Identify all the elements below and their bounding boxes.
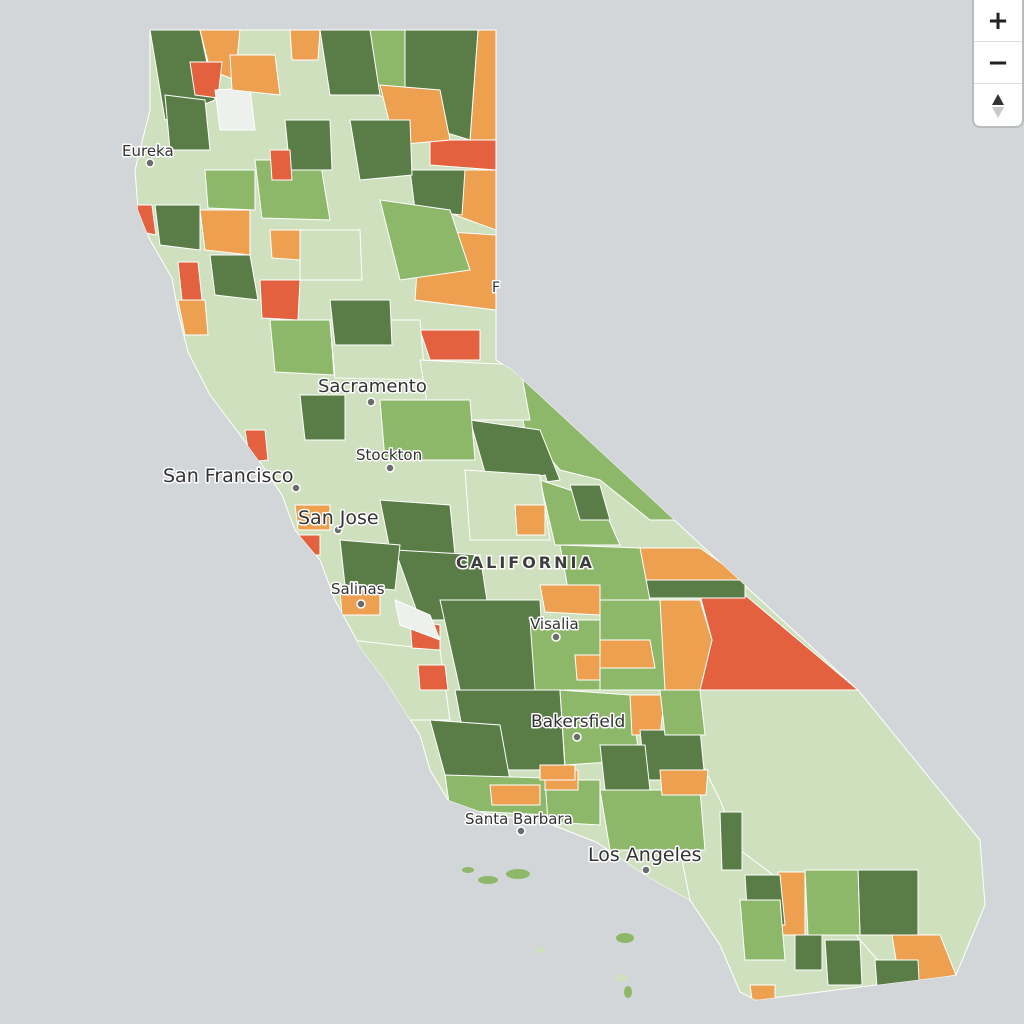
state-label: CALIFORNIA — [456, 553, 595, 572]
region-kern-dark-3[interactable] — [599, 744, 651, 791]
compass-south-icon — [992, 106, 1004, 118]
region-sandiego-dark[interactable] — [824, 939, 863, 986]
city-dot-los-angeles[interactable] — [641, 865, 651, 875]
zoom-out-button[interactable]: − — [974, 42, 1022, 84]
region-yolo-green[interactable] — [269, 319, 335, 376]
city-dot-san-francisco[interactable] — [291, 483, 301, 493]
region-mendocino-orange[interactable] — [199, 209, 251, 256]
region-plumas-red[interactable] — [419, 329, 481, 361]
region-northcentral-orange[interactable] — [269, 229, 301, 261]
region-sandiego-dark-3[interactable] — [794, 934, 823, 971]
city-dot-eureka[interactable] — [145, 158, 155, 168]
region-ventura-green[interactable] — [544, 779, 601, 826]
region-visalia-orange[interactable] — [574, 654, 601, 681]
city-dot-santa-barbara[interactable] — [516, 826, 526, 836]
compass-north-icon — [992, 93, 1004, 105]
region-shasta-dark[interactable] — [319, 30, 381, 96]
city-dot-san-jose[interactable] — [333, 525, 343, 535]
region-valley-orange[interactable] — [514, 504, 546, 536]
city-label-visalia[interactable]: Visalia — [529, 614, 581, 635]
region-la-dark[interactable] — [719, 811, 743, 871]
region-nw-orange-2[interactable] — [229, 54, 281, 96]
region-sandiego-dark-2[interactable] — [874, 959, 921, 1000]
region-marin-red[interactable] — [244, 429, 269, 463]
region-sonoma-red[interactable] — [259, 279, 301, 321]
region-mendocino-dark[interactable] — [154, 204, 201, 251]
city-dot-salinas[interactable] — [356, 599, 366, 609]
region-coast-red-2[interactable] — [177, 261, 203, 301]
edge-label-fragment: F — [492, 280, 500, 296]
region-monterey-gray[interactable] — [394, 599, 441, 641]
region-la-green[interactable] — [599, 789, 706, 851]
region-lake-dark[interactable] — [209, 254, 259, 301]
region-central-dark[interactable] — [339, 539, 401, 591]
region-sac-dark[interactable] — [329, 299, 393, 346]
region-kern-orange-2[interactable] — [539, 764, 576, 781]
region-slo-red[interactable] — [417, 664, 449, 691]
city-label-salinas[interactable]: Salinas — [330, 579, 387, 600]
region-bay-orange[interactable] — [294, 504, 331, 531]
zoom-control: + − — [974, 0, 1022, 126]
region-lassen-dark[interactable] — [349, 119, 413, 181]
city-label-los-angeles[interactable]: Los Angeles — [587, 843, 703, 868]
islands — [462, 867, 634, 998]
region-kern-green-2[interactable] — [659, 689, 706, 736]
region-kern-orange[interactable] — [629, 694, 666, 736]
region-layer[interactable] — [135, 30, 985, 1000]
region-northcentral-orange-2[interactable] — [289, 30, 321, 61]
city-dot-bakersfield[interactable] — [572, 732, 582, 742]
region-riverside-dark[interactable] — [857, 869, 919, 936]
city-label-santa-barbara[interactable]: Santa Barbara — [464, 809, 575, 830]
region-sierra-green[interactable] — [379, 199, 471, 281]
city-label-san-francisco[interactable]: San Francisco — [162, 464, 296, 489]
region-plumas-dark[interactable] — [409, 169, 466, 216]
region-central-dark-2[interactable] — [299, 394, 346, 441]
city-dot-visalia[interactable] — [551, 632, 561, 642]
city-label-bakersfield[interactable]: Bakersfield — [530, 711, 627, 734]
region-ne-red[interactable] — [429, 139, 497, 171]
region-northcentral-red[interactable] — [269, 149, 293, 181]
region-coast-red-1[interactable] — [135, 204, 157, 236]
region-madera-dark[interactable] — [569, 484, 611, 521]
region-humboldt-dark[interactable] — [164, 94, 211, 151]
region-inyo-red[interactable] — [699, 594, 860, 691]
region-coast-orange[interactable] — [177, 299, 209, 336]
city-label-eureka[interactable]: Eureka — [121, 141, 176, 162]
zoom-in-button[interactable]: + — [974, 0, 1022, 42]
region-riverside-green[interactable] — [804, 869, 861, 936]
city-label-stockton[interactable]: Stockton — [355, 445, 424, 466]
city-dot-sacramento[interactable] — [366, 397, 376, 407]
region-northcentral-green[interactable] — [204, 169, 256, 211]
city-label-san-jose[interactable]: San Jose — [297, 506, 381, 531]
region-sb-orange[interactable] — [489, 784, 541, 806]
region-la-orange[interactable] — [659, 769, 709, 796]
city-labels: Eureka Sacramento Stockton San Francisco… — [121, 141, 703, 875]
region-sandiego-orange[interactable] — [749, 984, 776, 1000]
compass-button[interactable] — [974, 84, 1022, 126]
city-dot-stockton[interactable] — [385, 463, 395, 473]
region-sandiego-green[interactable] — [739, 899, 786, 961]
region-nw-gray[interactable] — [214, 87, 256, 131]
region-fresno-orange[interactable] — [539, 584, 601, 616]
region-glenn-light[interactable] — [299, 229, 363, 281]
region-northcentral-dark[interactable] — [284, 119, 333, 171]
region-sanjoaquin-light[interactable] — [379, 399, 476, 461]
city-label-sacramento[interactable]: Sacramento — [317, 375, 429, 399]
